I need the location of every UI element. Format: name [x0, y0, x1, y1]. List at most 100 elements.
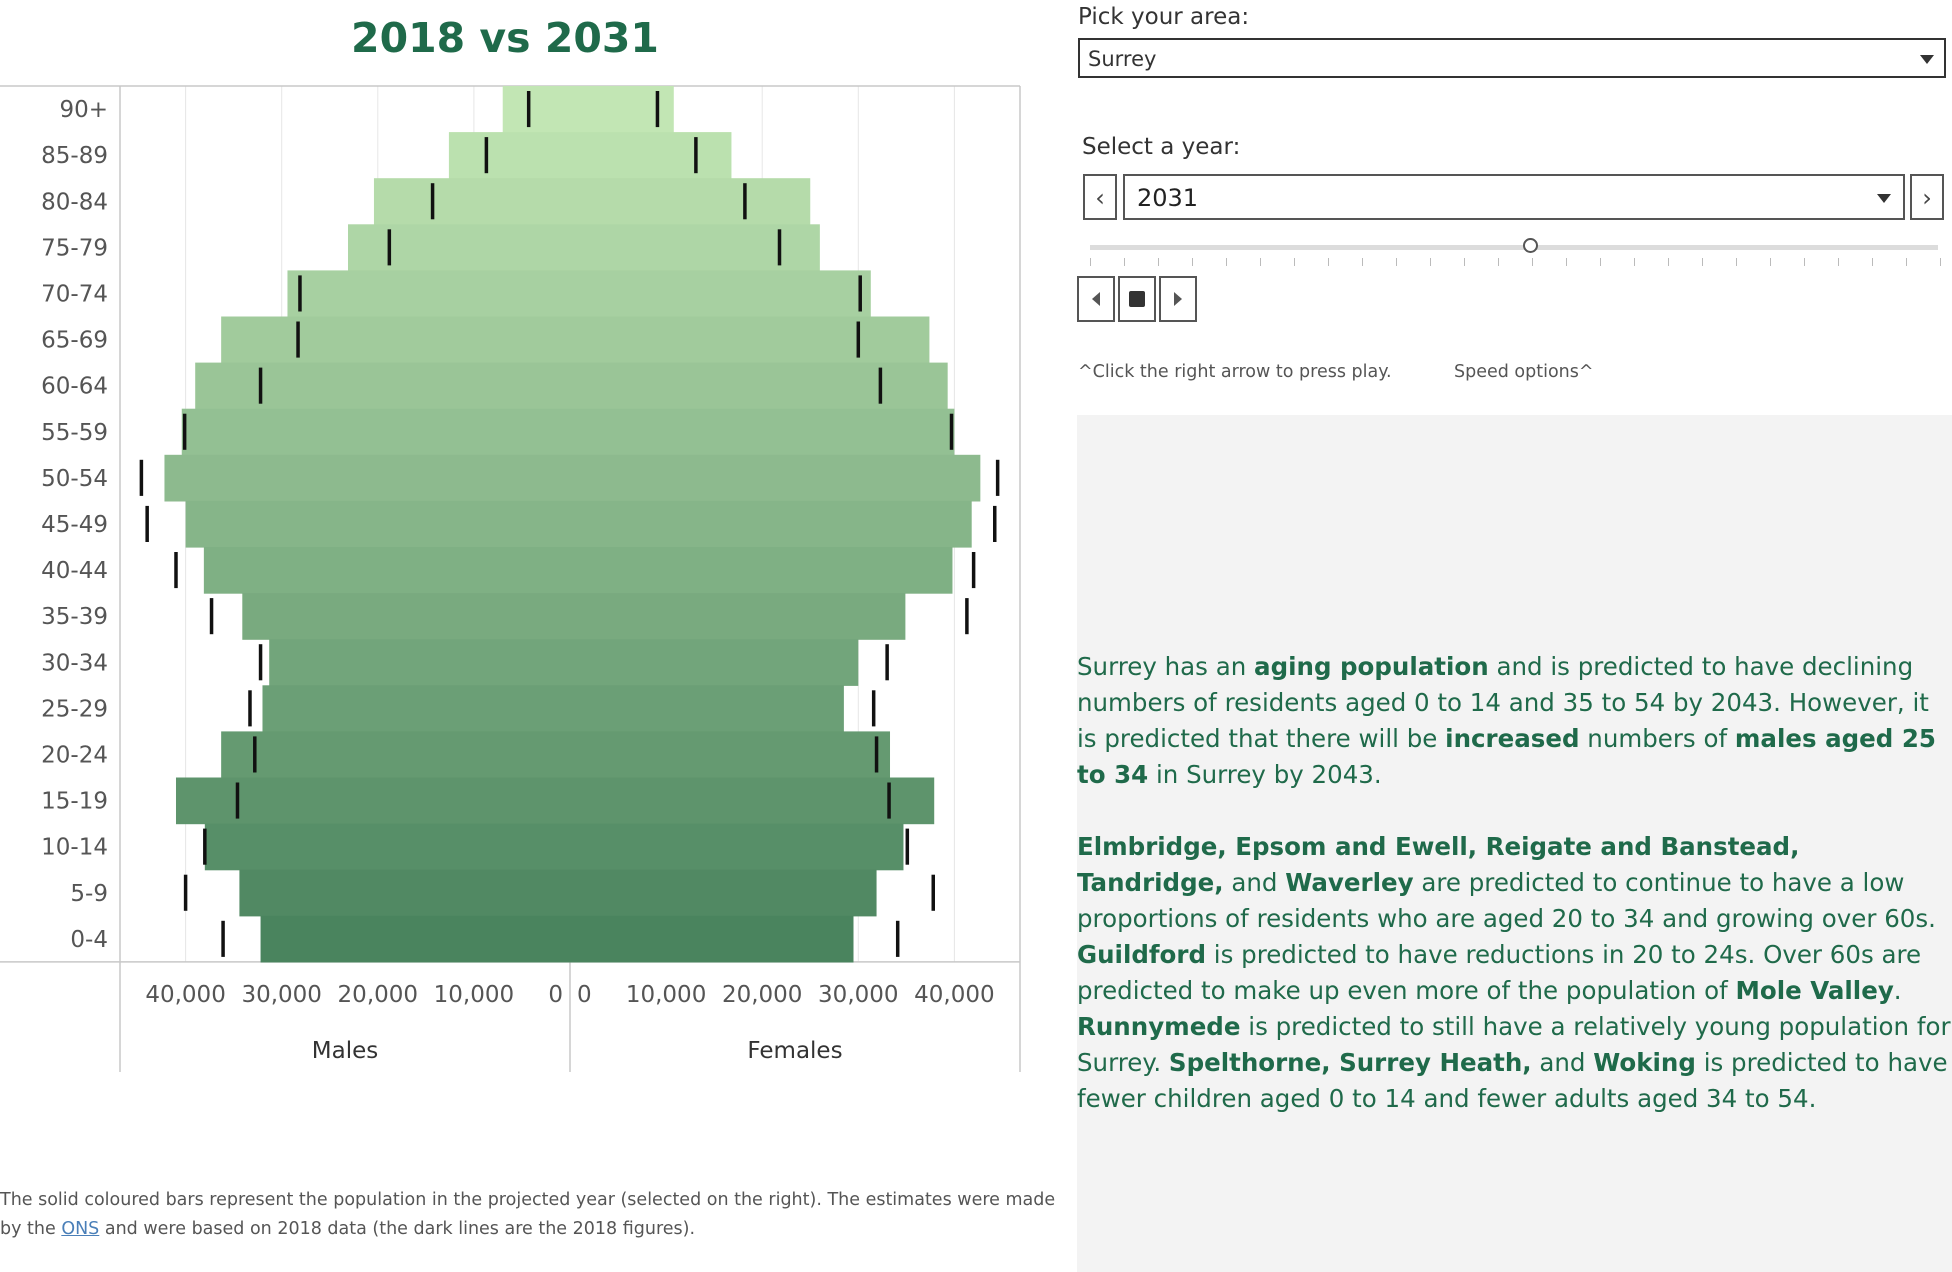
play-backward-button[interactable]	[1077, 276, 1115, 322]
male-bar	[262, 685, 570, 732]
slider-tick	[1124, 258, 1125, 266]
slider-tick	[1566, 258, 1567, 266]
description-segment: .	[1893, 976, 1902, 1005]
age-group-label: 60-64	[41, 374, 108, 400]
female-bar	[570, 408, 955, 456]
year-dropdown[interactable]: 2031	[1123, 174, 1905, 220]
description-segment: Mole Valley	[1735, 976, 1894, 1005]
description-text: Surrey has an aging population and is pr…	[1077, 649, 1952, 1153]
female-bar	[570, 316, 930, 364]
slider-tick	[1940, 258, 1941, 266]
dropdown-arrow-icon	[1877, 194, 1891, 203]
description-segment: Woking	[1593, 1048, 1696, 1077]
male-bar	[373, 178, 570, 225]
male-bar	[448, 132, 570, 179]
previous-year-button[interactable]: ‹	[1083, 174, 1117, 220]
year-label: Select a year:	[1082, 134, 1241, 160]
x-tick-label: 30,000	[241, 982, 321, 1008]
slider-tick	[1158, 258, 1159, 266]
description-segment: in Surrey by 2043.	[1148, 760, 1382, 789]
slider-tick	[1464, 258, 1465, 266]
slider-tick	[1668, 258, 1669, 266]
dropdown-arrow-icon	[1920, 55, 1934, 64]
slider-tick	[1498, 258, 1499, 266]
male-bar	[195, 362, 570, 410]
description-segment: aging population	[1254, 652, 1489, 681]
slider-tick	[1702, 258, 1703, 266]
female-bar	[570, 547, 953, 594]
slider-tick	[1906, 258, 1907, 266]
x-tick-label: 0	[577, 982, 592, 1008]
x-tick-label: 10,000	[626, 982, 706, 1008]
slider-tick	[1770, 258, 1771, 266]
age-group-label: 55-59	[41, 420, 108, 446]
chevron-left-icon: ‹	[1095, 184, 1105, 212]
description-segment: numbers of	[1579, 724, 1735, 753]
age-group-label: 65-69	[41, 328, 108, 354]
male-bar	[287, 270, 570, 318]
ons-link[interactable]: ONS	[61, 1219, 100, 1239]
slider-tick	[1260, 258, 1261, 266]
male-bar	[175, 777, 571, 825]
slider-tick	[1396, 258, 1397, 266]
footnote-text-1: The solid coloured bars represent the po…	[0, 1190, 1056, 1239]
slider-tick	[1090, 258, 1091, 266]
females-axis-label: Females	[747, 1038, 842, 1064]
area-dropdown[interactable]: Surrey	[1078, 38, 1946, 78]
description-segment: increased	[1445, 724, 1580, 753]
age-group-label: 5-9	[70, 881, 108, 907]
x-tick-label: 0	[548, 982, 563, 1008]
slider-tick	[1294, 258, 1295, 266]
female-bar	[570, 593, 906, 640]
play-backward-icon	[1092, 292, 1100, 306]
x-tick-label: 40,000	[145, 982, 225, 1008]
description-segment: is predicted to have fewer children aged…	[1077, 1048, 1948, 1113]
female-bar	[570, 224, 820, 271]
male-bar	[502, 86, 570, 133]
play-forward-icon	[1174, 292, 1182, 306]
description-segment: Waverley	[1285, 868, 1414, 897]
female-bar	[570, 454, 981, 502]
slider-tick	[1600, 258, 1601, 266]
age-group-label: 25-29	[41, 696, 108, 722]
stop-icon	[1129, 291, 1145, 307]
description-panel: Surrey has an aging population and is pr…	[1077, 415, 1952, 1272]
female-bar	[570, 270, 871, 318]
description-segment: Surrey has an	[1077, 652, 1255, 681]
male-bar	[221, 316, 571, 364]
description-segment: are predicted to continue to have a low …	[1077, 868, 1936, 933]
stop-button[interactable]	[1118, 276, 1156, 322]
age-group-label: 30-34	[41, 650, 108, 676]
male-bar	[164, 454, 570, 502]
year-slider-thumb[interactable]	[1523, 238, 1538, 253]
slider-tick	[1634, 258, 1635, 266]
age-group-label: 15-19	[41, 789, 108, 815]
female-bar	[570, 362, 948, 410]
next-year-button[interactable]: ›	[1910, 174, 1944, 220]
age-group-label: 70-74	[41, 281, 108, 307]
year-slider-track[interactable]	[1090, 245, 1938, 250]
female-bar	[570, 132, 732, 179]
male-bar	[221, 731, 571, 779]
age-group-label: 50-54	[41, 466, 108, 492]
description-segment: Guildford	[1077, 940, 1206, 969]
x-tick-label: 40,000	[914, 982, 994, 1008]
female-bar	[570, 823, 904, 871]
slider-tick	[1430, 258, 1431, 266]
x-tick-label: 20,000	[338, 982, 418, 1008]
play-forward-button[interactable]	[1159, 276, 1197, 322]
female-bar	[570, 869, 877, 917]
slider-tick	[1838, 258, 1839, 266]
footnote: The solid coloured bars represent the po…	[0, 1186, 1060, 1244]
male-bar	[242, 593, 570, 640]
female-bar	[570, 777, 935, 825]
male-bar	[269, 639, 570, 686]
female-bar	[570, 731, 891, 779]
female-bar	[570, 500, 972, 548]
x-tick-label: 20,000	[722, 982, 802, 1008]
description-segment: and	[1223, 868, 1286, 897]
age-group-label: 10-14	[41, 835, 108, 861]
female-bar	[570, 639, 859, 686]
description-segment: and	[1531, 1048, 1594, 1077]
slider-tick	[1804, 258, 1805, 266]
